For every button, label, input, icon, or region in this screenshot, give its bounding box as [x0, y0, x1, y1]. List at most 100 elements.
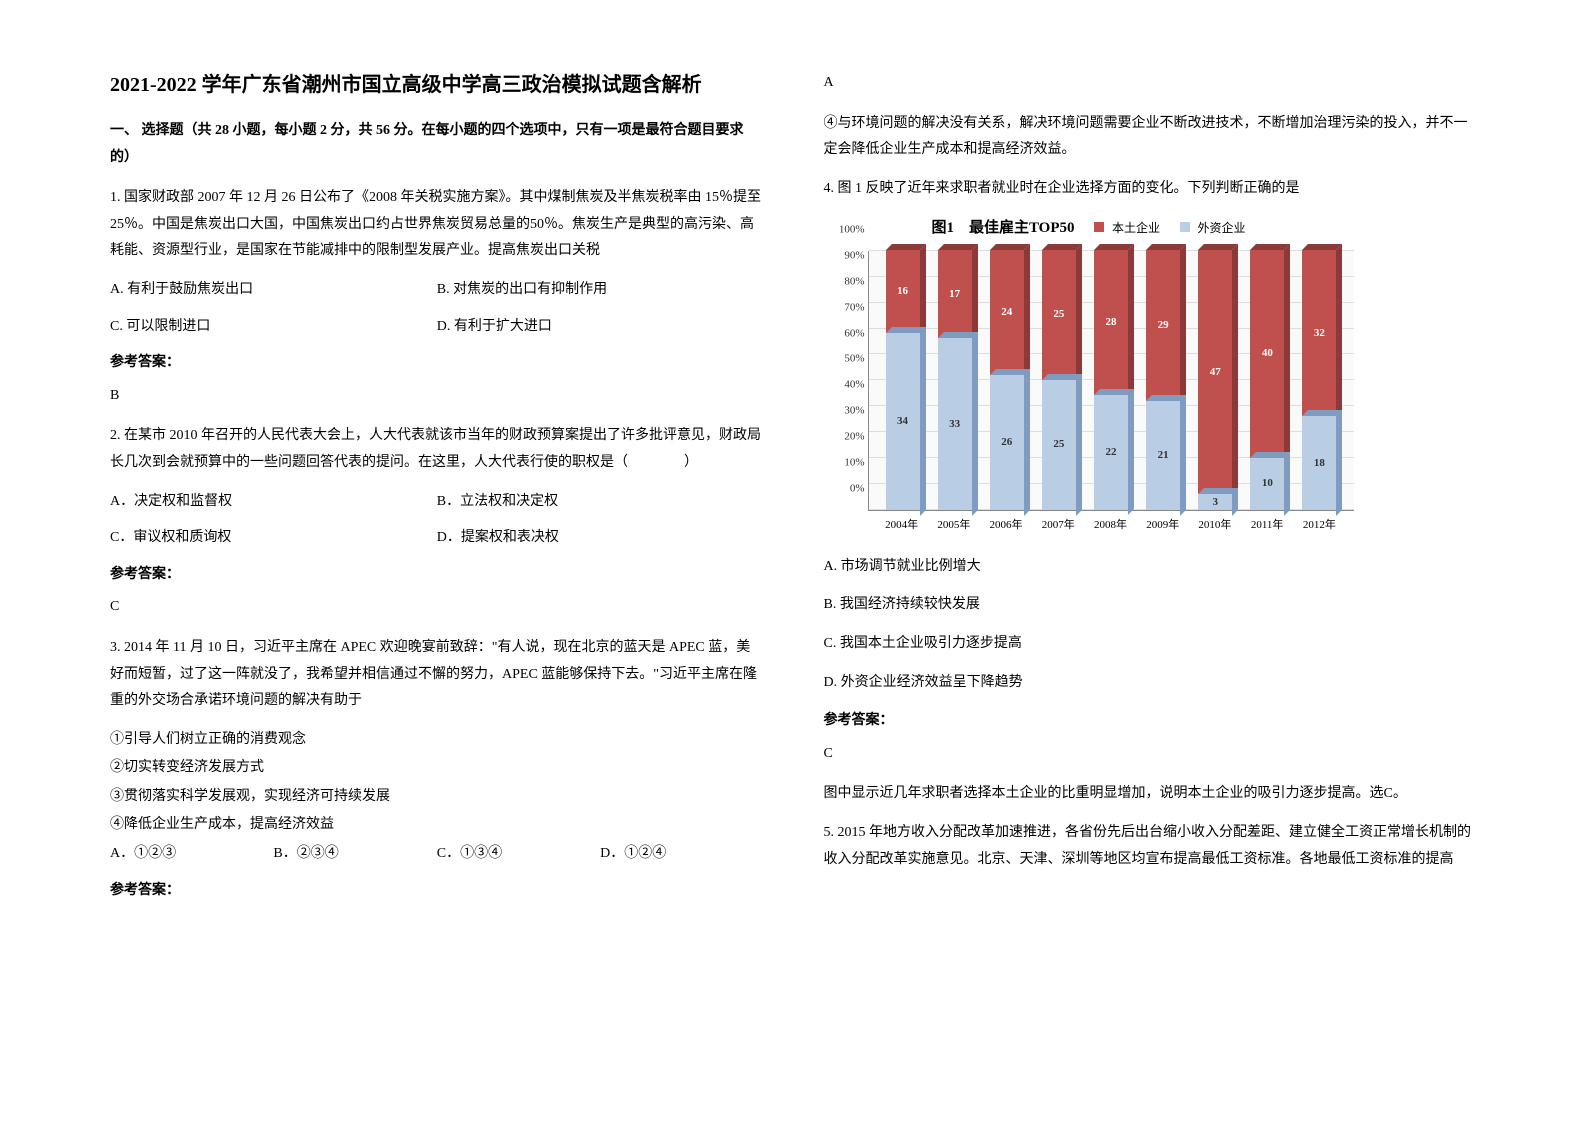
y-tick-label: 60% — [825, 323, 865, 344]
q1-ans: B — [110, 383, 764, 410]
bar-foreign: 33 — [938, 338, 972, 510]
bar-group: 2921 — [1146, 250, 1180, 510]
bar-group: 473 — [1198, 250, 1232, 510]
q5-body: 5. 2015 年地方收入分配改革加速推进，各省份先后出台缩小收入分配差距、建立… — [824, 820, 1478, 873]
q1-optA: A. 有利于鼓励焦炭出口 — [110, 277, 437, 304]
bar-domestic: 25 — [1042, 250, 1076, 380]
q2-optC: C．审议权和质询权 — [110, 525, 437, 552]
y-tick-label: 80% — [825, 271, 865, 292]
q4-optC: C. 我国本土企业吸引力逐步提高 — [824, 631, 1478, 658]
q1-optD: D. 有利于扩大进口 — [437, 314, 764, 341]
bar-domestic: 40 — [1250, 250, 1284, 458]
y-tick-label: 100% — [825, 220, 865, 241]
q2-opts-row2: C．审议权和质询权 D．提案权和表决权 — [110, 525, 764, 552]
y-tick-label: 20% — [825, 427, 865, 448]
q4-ans: C — [824, 741, 1478, 768]
x-tick-label: 2012年 — [1302, 515, 1336, 536]
bar-group: 2426 — [990, 250, 1024, 510]
bar-group: 1634 — [886, 250, 920, 510]
chart-plot: 0%10%20%30%40%50%60%70%80%90%100%1634173… — [868, 251, 1354, 511]
bar-foreign: 3 — [1198, 494, 1232, 510]
q4-ans-label: 参考答案： — [824, 708, 1478, 735]
q2-opts-row1: A．决定权和监督权 B．立法权和决定权 — [110, 489, 764, 516]
q1-optB: B. 对焦炭的出口有抑制作用 — [437, 277, 764, 304]
bar-domestic: 16 — [886, 250, 920, 333]
x-tick-label: 2007年 — [1041, 515, 1075, 536]
bar-domestic: 29 — [1146, 250, 1180, 401]
chart-title-row: 图1 最佳雇主TOP50 本土企业 外资企业 — [824, 214, 1354, 243]
y-tick-label: 0% — [825, 479, 865, 500]
q4-optA: A. 市场调节就业比例增大 — [824, 554, 1478, 581]
legend-foreign-box — [1180, 222, 1190, 232]
bar-domestic: 47 — [1198, 250, 1232, 494]
q1-body: 1. 国家财政部 2007 年 12 月 26 日公布了《2008 年关税实施方… — [110, 185, 764, 265]
q3-s3: ③贯彻落实科学发展观，实现经济可持续发展 — [110, 784, 764, 811]
q3-opts: A．①②③ B．②③④ C．①③④ D．①②④ — [110, 841, 764, 868]
y-tick-label: 50% — [825, 349, 865, 370]
bar-foreign: 21 — [1146, 401, 1180, 510]
q3-optA: A．①②③ — [110, 841, 273, 868]
q2-ans-label: 参考答案： — [110, 562, 764, 589]
left-column: 2021-2022 学年广东省潮州市国立高级中学高三政治模拟试题含解析 一、 选… — [100, 70, 794, 1082]
y-tick-label: 90% — [825, 245, 865, 266]
bar-domestic: 17 — [938, 250, 972, 338]
q3-ans: A — [824, 70, 1478, 97]
legend-foreign: 外资企业 — [1198, 221, 1246, 235]
bar-foreign: 34 — [886, 333, 920, 510]
bar-group: 3218 — [1302, 250, 1336, 510]
bar-foreign: 22 — [1094, 395, 1128, 509]
bar-group: 1733 — [938, 250, 972, 510]
bar-foreign: 10 — [1250, 458, 1284, 510]
q3-ans-label: 参考答案： — [110, 878, 764, 905]
doc-title: 2021-2022 学年广东省潮州市国立高级中学高三政治模拟试题含解析 — [110, 70, 764, 100]
q4-stem: 4. 图 1 反映了近年来求职者就业时在企业选择方面的变化。下列判断正确的是 — [824, 176, 1478, 203]
q1-optC: C. 可以限制进口 — [110, 314, 437, 341]
x-tick-label: 2009年 — [1146, 515, 1180, 536]
q3-optC: C．①③④ — [437, 841, 600, 868]
q3-body: 3. 2014 年 11 月 10 日，习近平主席在 APEC 欢迎晚宴前致辞：… — [110, 635, 764, 715]
chart-xaxis: 2004年 2005年 2006年 2007年 2008年 2009年 2010年 2011年… — [868, 511, 1354, 536]
x-tick-label: 2011年 — [1250, 515, 1284, 536]
bar-foreign: 26 — [990, 375, 1024, 510]
section-heading: 一、 选择题（共 28 小题，每小题 2 分，共 56 分。在每小题的四个选项中… — [110, 118, 764, 171]
legend-domestic: 本土企业 — [1112, 221, 1160, 235]
bar-domestic: 24 — [990, 250, 1024, 375]
x-tick-label: 2006年 — [989, 515, 1023, 536]
bar-group: 4010 — [1250, 250, 1284, 510]
y-tick-label: 40% — [825, 375, 865, 396]
q1-opts-row2: C. 可以限制进口 D. 有利于扩大进口 — [110, 314, 764, 341]
q2-optA: A．决定权和监督权 — [110, 489, 437, 516]
q2-body: 2. 在某市 2010 年召开的人民代表大会上，人大代表就该市当年的财政预算案提… — [110, 423, 764, 476]
bar-domestic: 32 — [1302, 250, 1336, 416]
y-tick-label: 30% — [825, 401, 865, 422]
x-tick-label: 2010年 — [1198, 515, 1232, 536]
q2-optD: D．提案权和表决权 — [437, 525, 764, 552]
x-tick-label: 2008年 — [1093, 515, 1127, 536]
q3-optD: D．①②④ — [600, 841, 763, 868]
q1-ans-label: 参考答案： — [110, 350, 764, 377]
bar-group: 2822 — [1094, 250, 1128, 510]
q3-expl: ④与环境问题的解决没有关系，解决环境问题需要企业不断改进技术，不断增加治理污染的… — [824, 111, 1478, 164]
bar-group: 2525 — [1042, 250, 1076, 510]
q4-optB: B. 我国经济持续较快发展 — [824, 592, 1478, 619]
bars-area: 16341733242625252822292147340103218 — [869, 251, 1354, 510]
chart-container: 图1 最佳雇主TOP50 本土企业 外资企业 0% 10% 20% 30% 40% 50%… — [824, 214, 1354, 535]
bar-foreign: 18 — [1302, 416, 1336, 510]
q2-ans: C — [110, 594, 764, 621]
legend-domestic-box — [1094, 222, 1104, 232]
q1-opts-row1: A. 有利于鼓励焦炭出口 B. 对焦炭的出口有抑制作用 — [110, 277, 764, 304]
q3-s4: ④降低企业生产成本，提高经济效益 — [110, 812, 764, 839]
y-tick-label: 10% — [825, 453, 865, 474]
bar-foreign: 25 — [1042, 380, 1076, 510]
chart-title: 图1 最佳雇主TOP50 — [931, 220, 1074, 236]
y-tick-label: 70% — [825, 297, 865, 318]
right-column: A ④与环境问题的解决没有关系，解决环境问题需要企业不断改进技术，不断增加治理污… — [794, 70, 1488, 1082]
q3-s2: ②切实转变经济发展方式 — [110, 755, 764, 782]
q3-optB: B．②③④ — [273, 841, 436, 868]
bar-domestic: 28 — [1094, 250, 1128, 396]
q4-expl: 图中显示近几年求职者选择本土企业的比重明显增加，说明本土企业的吸引力逐步提高。选… — [824, 781, 1478, 808]
q3-s1: ①引导人们树立正确的消费观念 — [110, 727, 764, 754]
x-tick-label: 2005年 — [937, 515, 971, 536]
x-tick-label: 2004年 — [885, 515, 919, 536]
q2-optB: B．立法权和决定权 — [437, 489, 764, 516]
